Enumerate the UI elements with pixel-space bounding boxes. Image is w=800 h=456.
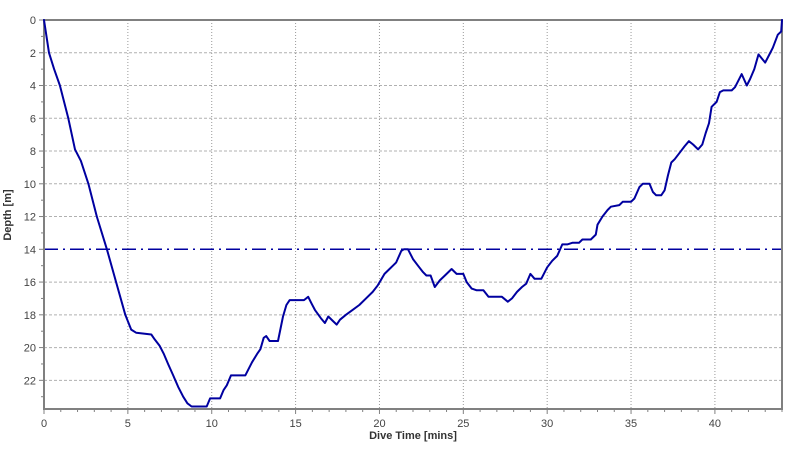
y-axis-ticks: 0 2 4 6 8 10 12 14 16 18 20 22 <box>24 15 44 398</box>
x-tick-label: 25 <box>457 418 469 430</box>
y-tick-label: 0 <box>30 15 36 27</box>
dive-depth-series <box>43 19 783 408</box>
x-axis-ticks: 0 5 10 15 20 25 30 35 40 <box>41 409 783 430</box>
y-tick-label: 16 <box>24 277 36 289</box>
y-tick-label: 6 <box>30 113 36 125</box>
x-tick-label: 35 <box>625 418 637 430</box>
y-tick-label: 10 <box>24 179 36 191</box>
y-tick-label: 22 <box>24 375 36 387</box>
plot-area <box>44 20 782 409</box>
y-tick-label: 4 <box>30 81 36 93</box>
x-tick-label: 5 <box>125 418 131 430</box>
y-tick-label: 20 <box>24 343 36 355</box>
x-tick-label: 40 <box>709 418 721 430</box>
x-tick-label: 0 <box>41 418 47 430</box>
y-axis-title: Depth [m] <box>2 189 14 241</box>
y-tick-label: 12 <box>24 212 36 224</box>
y-tick-label: 8 <box>30 146 36 158</box>
x-tick-label: 20 <box>373 418 385 430</box>
y-tick-label: 18 <box>24 310 36 322</box>
x-tick-label: 15 <box>289 418 301 430</box>
y-tick-label: 2 <box>30 48 36 60</box>
horizontal-gridlines <box>44 52 782 381</box>
x-tick-label: 10 <box>206 418 218 430</box>
y-tick-label: 14 <box>24 244 36 256</box>
vertical-gridlines <box>127 20 716 409</box>
x-axis-title: Dive Time [mins] <box>369 430 457 442</box>
x-tick-label: 30 <box>541 418 553 430</box>
